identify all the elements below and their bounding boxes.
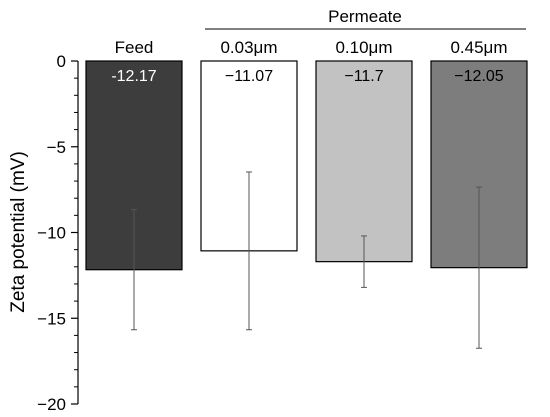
error-bars-layer [131,171,482,349]
permeate-group-label: Permeate [328,7,402,26]
bars-layer [85,60,528,271]
labels-layer: Feed -12.17 0.03μm −11.07 0.10μm −11.7 0.45μm −… [111,38,507,85]
bar-2 [315,60,413,263]
y-tick-label: 0 [57,52,66,71]
y-tick-label: −5 [47,138,66,157]
y-tick-label: −20 [37,395,66,414]
category-label-2: 0.10μm [335,38,392,57]
value-label-0: -12.17 [111,68,156,85]
value-label-3: −12.05 [454,68,503,85]
category-label-3: 0.45μm [450,38,507,57]
axis-layer: 0 −5 −10 −15 −20 [37,52,79,414]
category-label-1: 0.03μm [220,38,277,57]
y-tick-label: −15 [37,309,66,328]
category-label-0: Feed [115,38,154,57]
value-label-2: −11.7 [344,68,383,85]
value-label-1: −11.07 [225,68,273,85]
y-tick-label: −10 [37,224,66,243]
y-axis-label: Zeta potential (mV) [8,151,29,313]
